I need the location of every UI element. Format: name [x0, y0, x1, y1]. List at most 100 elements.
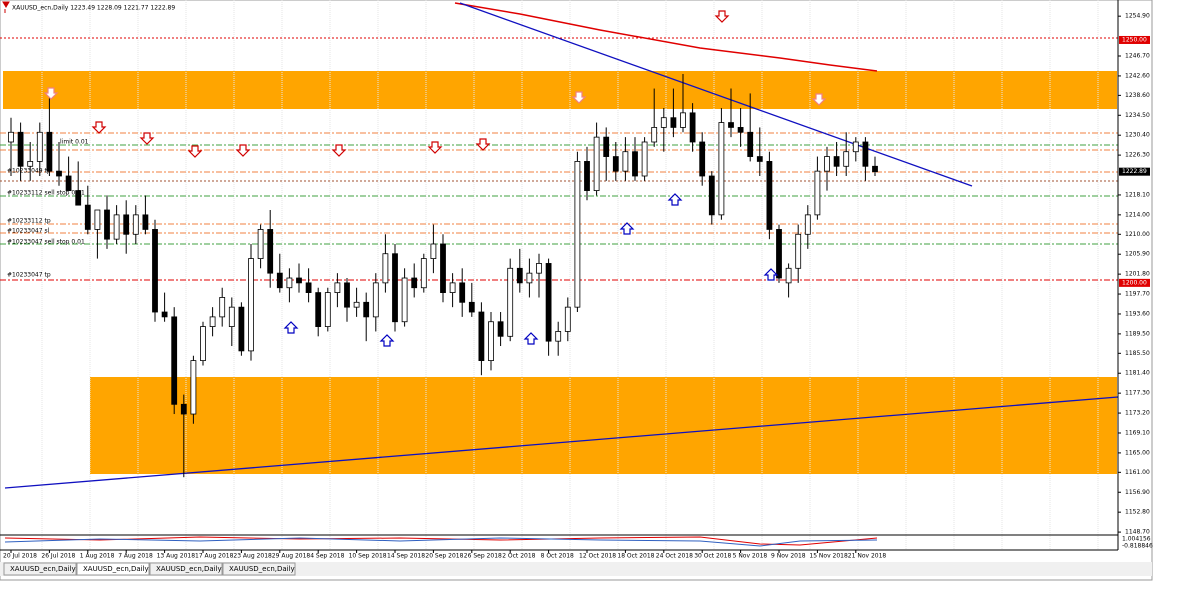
x-tick-label: 15 Nov 2018: [809, 553, 848, 560]
candle-body: [804, 214, 811, 235]
order-label: #10233049 tp: [7, 168, 51, 175]
x-tick-label: 29 Aug 2018: [272, 553, 311, 560]
y-tick-label: 1148.70: [1125, 529, 1150, 536]
candle-body: [516, 267, 523, 284]
candle-body: [238, 306, 245, 352]
resistance-zone: [3, 71, 1117, 109]
candle-body: [872, 165, 878, 173]
candle-body: [814, 170, 821, 216]
y-tick-label: 1181.40: [1125, 370, 1150, 377]
candle-body: [56, 170, 62, 177]
price-label: 1222.89: [1122, 168, 1147, 175]
signal-arrows: [43, 10, 827, 347]
candle-body: [507, 267, 514, 337]
tab[interactable]: [222, 562, 296, 576]
order-label: #10233047 sl: [7, 228, 50, 235]
y-tick-label: 1226.30: [1125, 152, 1150, 159]
candle-body: [305, 282, 312, 293]
up-arrow: [283, 321, 299, 334]
candle-body: [276, 272, 283, 289]
candles: [8, 73, 878, 478]
tab-label[interactable]: XAUUSD_ecn,Daily: [83, 565, 149, 573]
y-tick-label: 1234.50: [1125, 112, 1150, 119]
tab-label[interactable]: XAUUSD_ecn,Daily: [156, 565, 222, 573]
price-label: 1250.00: [1122, 36, 1147, 43]
candle-body: [574, 161, 581, 308]
x-tick-label: 20 Sep 2018: [425, 553, 463, 560]
candle-body: [315, 292, 322, 327]
x-tick-label: 17 Aug 2018: [195, 553, 234, 560]
indicator-label: 1.004156: [1122, 536, 1151, 543]
candle-body: [8, 131, 14, 143]
y-tick-label: 1210.00: [1125, 231, 1150, 238]
order-label: #10233112 sell stop 0.01: [7, 190, 85, 197]
x-tick-label: 9 Nov 2018: [771, 553, 806, 560]
trendline: [459, 2, 973, 187]
candle-body: [718, 122, 725, 216]
candle-body: [497, 321, 504, 337]
candle-body: [564, 306, 571, 332]
down-arrow: [91, 121, 107, 134]
tab-label[interactable]: XAUUSD_ecn,Daily: [229, 565, 295, 573]
candle-body: [824, 156, 830, 172]
x-tick-label: 30 Oct 2018: [694, 553, 731, 560]
y-tick-label: 1230.40: [1125, 132, 1150, 139]
y-tick-label: 1169.10: [1125, 429, 1150, 436]
candle-body: [747, 131, 754, 157]
indicator-line: [4, 537, 878, 547]
candle-body: [190, 360, 197, 415]
candle-body: [651, 127, 658, 143]
candle-body: [161, 311, 168, 318]
candle-body: [833, 156, 840, 167]
candle-body: [267, 229, 274, 274]
tab[interactable]: [76, 562, 150, 576]
y-tick-label: 1201.80: [1125, 271, 1150, 278]
candle-body: [142, 214, 149, 230]
candle-body: [660, 117, 667, 128]
candle-body: [478, 311, 485, 362]
y-tick-label: 1214.00: [1125, 211, 1150, 218]
candle-body: [430, 243, 437, 259]
support-zone: [90, 377, 1117, 474]
y-tick-label: 1193.60: [1125, 310, 1150, 317]
down-arrow: [187, 145, 203, 158]
tab-label[interactable]: XAUUSD_ecn,Daily: [10, 565, 76, 573]
candle-body: [776, 229, 782, 279]
candle-body: [862, 141, 869, 167]
candle-body: [708, 175, 715, 216]
candle-body: [468, 301, 475, 313]
candle-body: [123, 214, 130, 235]
x-tick-label: 8 Oct 2018: [541, 553, 574, 560]
candle-body: [152, 229, 158, 313]
candle-body: [75, 190, 82, 206]
x-tick-label: 18 Oct 2018: [617, 553, 654, 560]
indicator-label: -0.818846: [1122, 543, 1153, 550]
candle-body: [593, 136, 600, 191]
x-tick-label: 20 Jul 2018: [3, 553, 37, 560]
candle-body: [113, 214, 120, 240]
y-tick-label: 1197.70: [1125, 291, 1150, 298]
candle-body: [248, 258, 254, 352]
candle-body: [209, 316, 216, 327]
candle-body: [65, 175, 72, 191]
candle-body: [17, 131, 24, 167]
y-tick-label: 1218.10: [1125, 191, 1150, 198]
y-tick-label: 1152.80: [1125, 509, 1150, 516]
candle-body: [200, 326, 206, 362]
tab[interactable]: [149, 562, 223, 576]
candle-body: [785, 267, 792, 284]
candle-body: [612, 156, 619, 172]
candle-body: [46, 131, 53, 172]
x-tick-label: 12 Oct 2018: [579, 553, 616, 560]
tabs: XAUUSD_ecn,Daily XAUUSD_ecn,Daily XAUUSD_e…: [3, 562, 296, 576]
x-tick-label: 1 Aug 2018: [80, 553, 115, 560]
candle-body: [132, 214, 139, 235]
candle-body: [680, 112, 686, 128]
candle-body: [526, 272, 533, 284]
candle-body: [670, 117, 677, 128]
down-arrow: [235, 144, 251, 157]
tab[interactable]: [3, 562, 77, 576]
candle-body: [737, 127, 744, 133]
candle-body: [344, 282, 350, 308]
order-label: #10233047 tp: [7, 272, 51, 279]
